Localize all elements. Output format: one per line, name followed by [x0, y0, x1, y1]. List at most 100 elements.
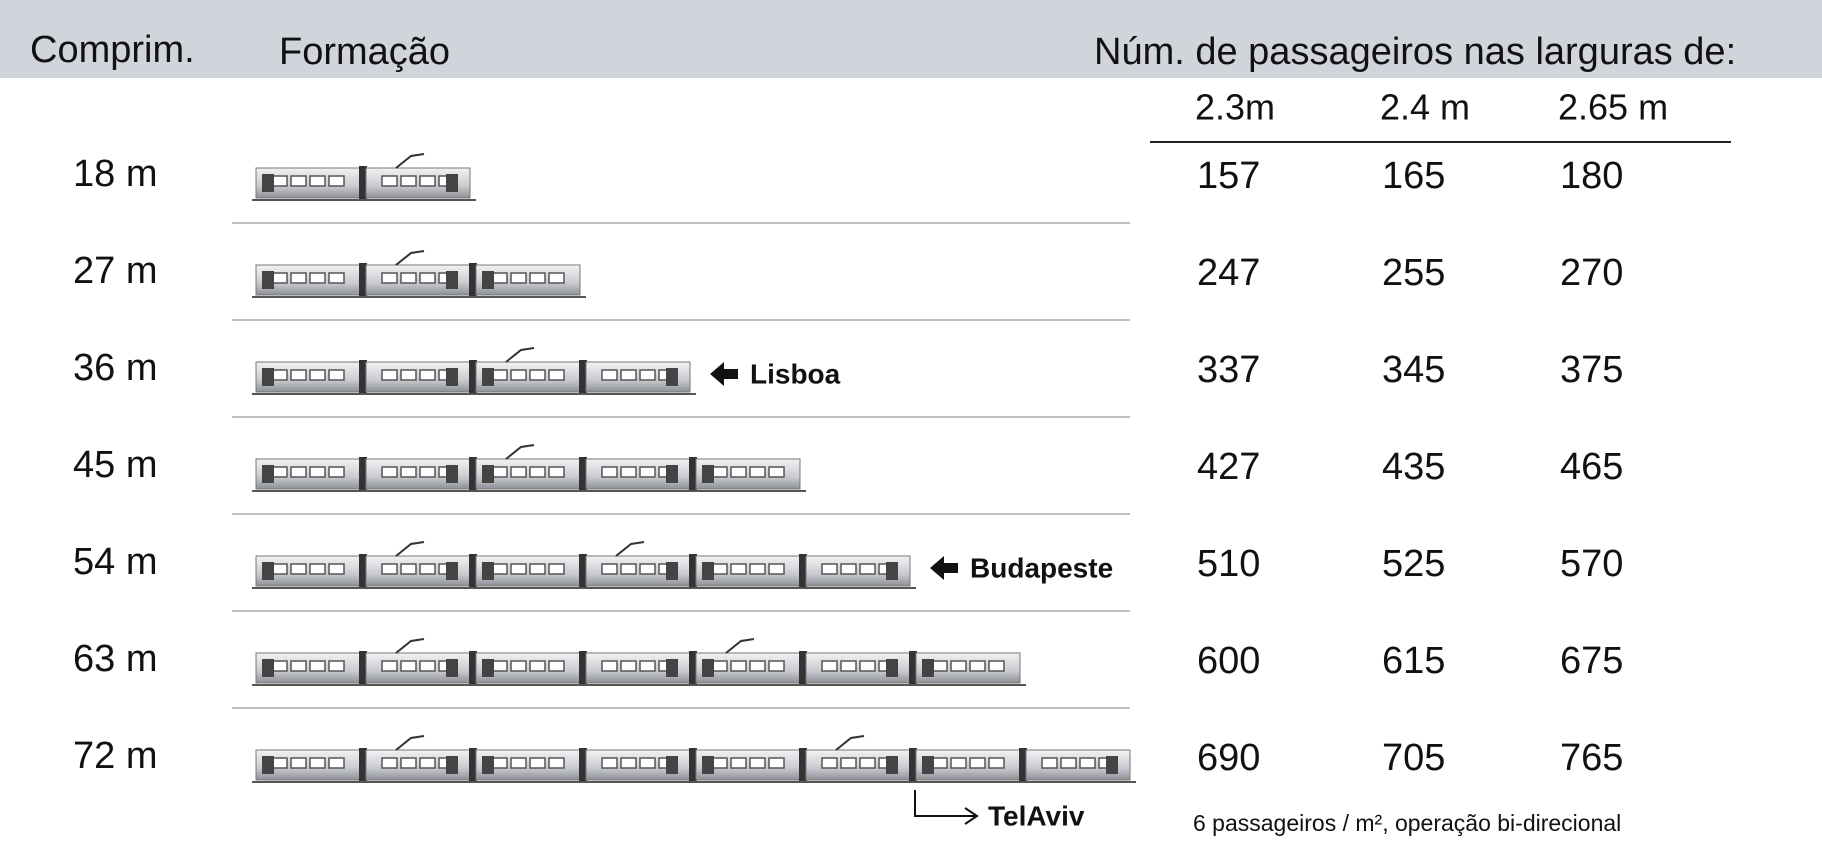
window — [548, 272, 565, 284]
window — [290, 369, 307, 381]
width-header: 2.4 m — [1380, 87, 1470, 128]
window — [749, 660, 766, 672]
window — [510, 660, 527, 672]
window — [290, 563, 307, 575]
window — [290, 660, 307, 672]
passenger-cell: 615 — [1382, 640, 1445, 682]
length-cell: 54 m — [73, 541, 157, 583]
window — [271, 660, 288, 672]
window — [711, 757, 728, 769]
window — [749, 466, 766, 478]
window — [328, 175, 345, 187]
window — [381, 660, 398, 672]
window — [529, 369, 546, 381]
pantograph — [395, 153, 425, 169]
window — [491, 563, 508, 575]
door — [482, 271, 494, 289]
window — [510, 369, 527, 381]
window — [271, 563, 288, 575]
door — [262, 659, 274, 677]
pantograph — [395, 735, 425, 751]
window — [529, 563, 546, 575]
window — [988, 757, 1005, 769]
window — [510, 757, 527, 769]
window — [969, 660, 986, 672]
door — [262, 368, 274, 386]
window — [491, 272, 508, 284]
door — [446, 659, 458, 677]
pantograph — [505, 347, 535, 363]
window — [730, 660, 747, 672]
door — [666, 465, 678, 483]
pantograph — [725, 638, 755, 654]
window — [601, 563, 618, 575]
window — [768, 660, 785, 672]
door — [482, 368, 494, 386]
window — [400, 466, 417, 478]
window — [1060, 757, 1077, 769]
window — [711, 660, 728, 672]
window — [601, 466, 618, 478]
footnote: 6 passageiros / m², operação bi-direcion… — [1193, 810, 1621, 836]
window — [419, 660, 436, 672]
joint — [689, 457, 697, 491]
joint — [469, 263, 477, 297]
window — [309, 757, 326, 769]
passenger-cell: 337 — [1197, 349, 1260, 391]
door — [482, 756, 494, 774]
window — [381, 272, 398, 284]
window — [328, 660, 345, 672]
window — [400, 660, 417, 672]
door — [922, 756, 934, 774]
window — [950, 660, 967, 672]
window — [859, 563, 876, 575]
train-icon — [252, 347, 696, 395]
pantograph — [615, 541, 645, 557]
window — [840, 563, 857, 575]
window — [821, 563, 838, 575]
window — [400, 757, 417, 769]
joint — [469, 651, 477, 685]
joint — [359, 748, 367, 782]
window — [309, 369, 326, 381]
window — [419, 563, 436, 575]
window — [601, 757, 618, 769]
window — [491, 466, 508, 478]
window — [328, 369, 345, 381]
width-header: 2.3m — [1195, 87, 1275, 128]
window — [328, 466, 345, 478]
door — [482, 659, 494, 677]
door — [446, 465, 458, 483]
length-cell: 27 m — [73, 250, 157, 292]
window — [768, 757, 785, 769]
train-icon — [252, 153, 476, 201]
pantograph — [395, 638, 425, 654]
train-icon — [252, 541, 916, 589]
joint — [689, 554, 697, 588]
window — [1079, 757, 1096, 769]
window — [309, 563, 326, 575]
joint — [579, 554, 587, 588]
passengers-header: Núm. de passageiros nas larguras de: — [1094, 31, 1736, 73]
window — [620, 660, 637, 672]
joint — [359, 166, 367, 200]
length-cell: 72 m — [73, 735, 157, 777]
door — [702, 756, 714, 774]
window — [620, 757, 637, 769]
window — [821, 757, 838, 769]
window — [400, 175, 417, 187]
joint — [689, 748, 697, 782]
pantograph — [395, 541, 425, 557]
joint — [579, 651, 587, 685]
window — [309, 466, 326, 478]
window — [309, 175, 326, 187]
window — [529, 466, 546, 478]
arrow-left — [710, 362, 738, 386]
window — [529, 757, 546, 769]
window — [491, 660, 508, 672]
door — [886, 659, 898, 677]
window — [381, 175, 398, 187]
joint — [359, 263, 367, 297]
